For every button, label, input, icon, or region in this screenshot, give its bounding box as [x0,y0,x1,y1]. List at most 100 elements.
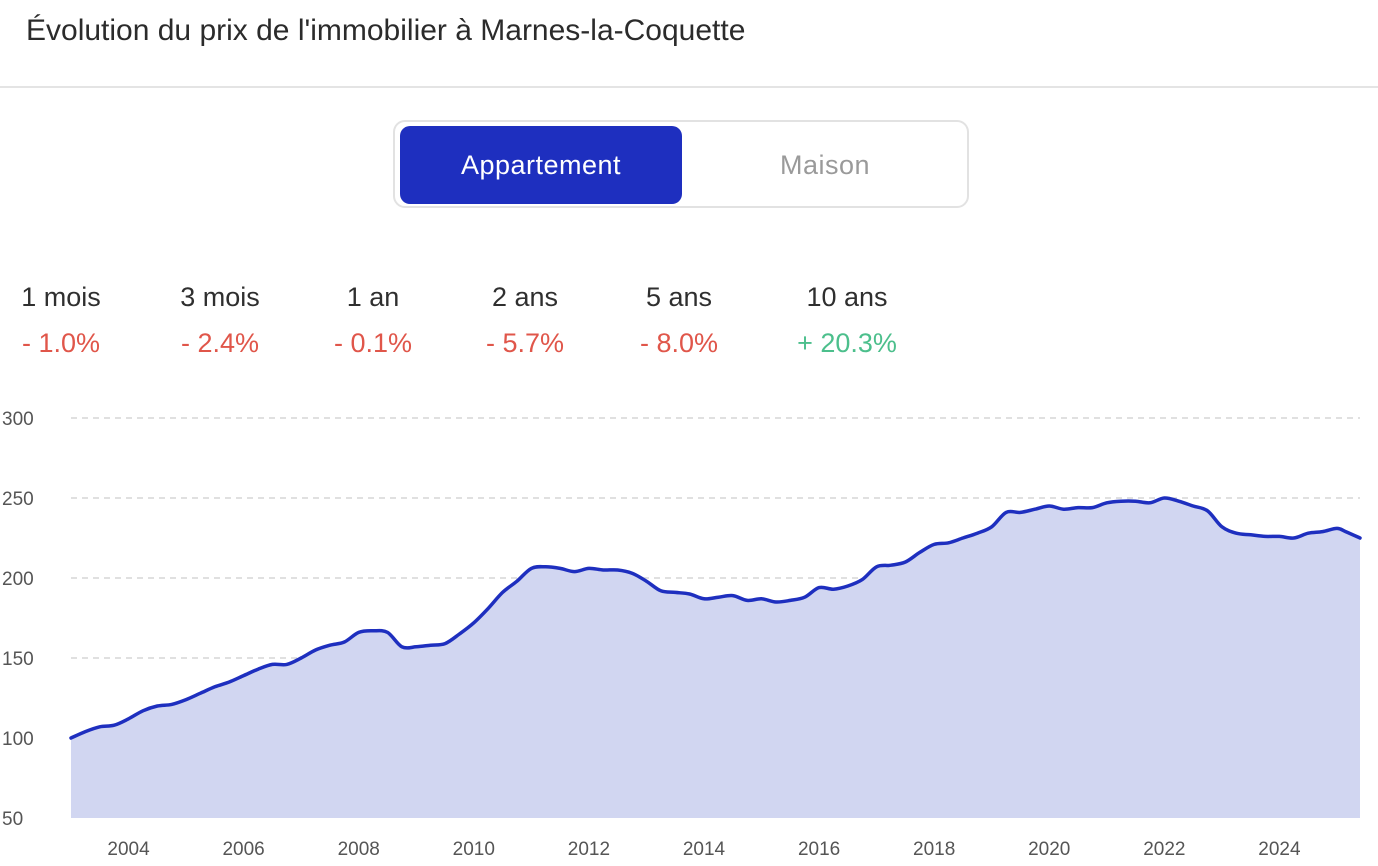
data-point[interactable] [756,593,768,605]
data-point[interactable] [1101,497,1113,509]
data-point[interactable] [425,639,437,651]
data-point[interactable] [1086,502,1098,514]
data-point[interactable] [324,639,336,651]
x-tick-label: 2008 [338,839,380,860]
data-point[interactable] [123,713,135,725]
data-point[interactable] [1144,497,1156,509]
x-tick-label: 2020 [1028,839,1070,860]
data-point[interactable] [1245,529,1257,541]
data-point[interactable] [1000,506,1012,518]
data-point[interactable] [453,628,465,640]
data-point[interactable] [310,644,322,656]
data-point[interactable] [180,694,192,706]
data-point[interactable] [1158,492,1170,504]
data-point[interactable] [1202,505,1214,517]
data-point[interactable] [712,591,724,603]
data-point[interactable] [396,641,408,653]
data-point[interactable] [252,663,264,675]
data-point[interactable] [238,670,250,682]
data-point[interactable] [266,658,278,670]
data-point[interactable] [439,638,451,650]
data-point[interactable] [353,626,365,638]
data-point[interactable] [669,586,681,598]
data-point[interactable] [525,562,537,574]
data-point[interactable] [957,532,969,544]
data-point[interactable] [295,652,307,664]
data-point[interactable] [137,705,149,717]
toggle-maison-button[interactable]: Maison [779,149,871,180]
data-point[interactable] [871,561,883,573]
data-point[interactable] [640,575,652,587]
data-point[interactable] [569,566,581,578]
data-point[interactable] [468,617,480,629]
data-point[interactable] [899,556,911,568]
data-point[interactable] [698,593,710,605]
data-point[interactable] [612,564,624,576]
data-point[interactable] [482,602,494,614]
data-point[interactable] [1354,532,1366,544]
data-point[interactable] [1187,500,1199,512]
data-point[interactable] [497,586,509,598]
header-divider [0,86,1378,88]
data-point[interactable] [1216,521,1228,533]
data-point[interactable] [554,562,566,574]
data-point[interactable] [1273,530,1285,542]
data-point[interactable] [597,564,609,576]
toggle-appartement-button[interactable]: Appartement [400,126,682,204]
data-point[interactable] [1317,526,1329,538]
data-point[interactable] [1130,495,1142,507]
data-point[interactable] [338,636,350,648]
data-point[interactable] [1302,527,1314,539]
data-point[interactable] [943,537,955,549]
data-point[interactable] [799,591,811,603]
stat-change-value: - 0.1% [333,328,413,358]
data-point[interactable] [151,700,163,712]
data-point[interactable] [410,641,422,653]
data-point[interactable] [1173,495,1185,507]
data-point[interactable] [813,582,825,594]
x-tick-label: 2006 [222,839,264,860]
data-point[interactable] [94,721,106,733]
y-tick-label: 150 [2,649,34,670]
data-point[interactable] [223,676,235,688]
data-point[interactable] [784,594,796,606]
data-point[interactable] [1072,502,1084,514]
data-point[interactable] [381,626,393,638]
data-point[interactable] [1043,500,1055,512]
data-point[interactable] [856,574,868,586]
data-point[interactable] [209,681,221,693]
data-point[interactable] [684,588,696,600]
data-point[interactable] [1288,532,1300,544]
data-point[interactable] [971,527,983,539]
data-point[interactable] [986,521,998,533]
data-point[interactable] [741,594,753,606]
data-point[interactable] [108,719,120,731]
data-point[interactable] [1259,530,1271,542]
data-point[interactable] [1029,503,1041,515]
data-point[interactable] [827,583,839,595]
data-point[interactable] [928,538,940,550]
data-point[interactable] [540,561,552,573]
data-point[interactable] [842,580,854,592]
data-point[interactable] [583,562,595,574]
data-point[interactable] [1230,527,1242,539]
data-point[interactable] [885,559,897,571]
stat-period-label: 10 ans [806,282,888,312]
data-point[interactable] [511,575,523,587]
data-point[interactable] [194,687,206,699]
data-point[interactable] [727,590,739,602]
data-point[interactable] [770,596,782,608]
data-point[interactable] [1014,506,1026,518]
data-point[interactable] [1340,526,1352,538]
data-point[interactable] [65,732,77,744]
data-point[interactable] [655,585,667,597]
data-point[interactable] [626,567,638,579]
data-point[interactable] [79,726,91,738]
data-point[interactable] [914,546,926,558]
data-point[interactable] [281,658,293,670]
data-point[interactable] [166,698,178,710]
data-point[interactable] [1058,503,1070,515]
stat-1-an: 1 an - 0.1% [320,282,426,359]
data-point[interactable] [1115,495,1127,507]
data-point[interactable] [367,625,379,637]
